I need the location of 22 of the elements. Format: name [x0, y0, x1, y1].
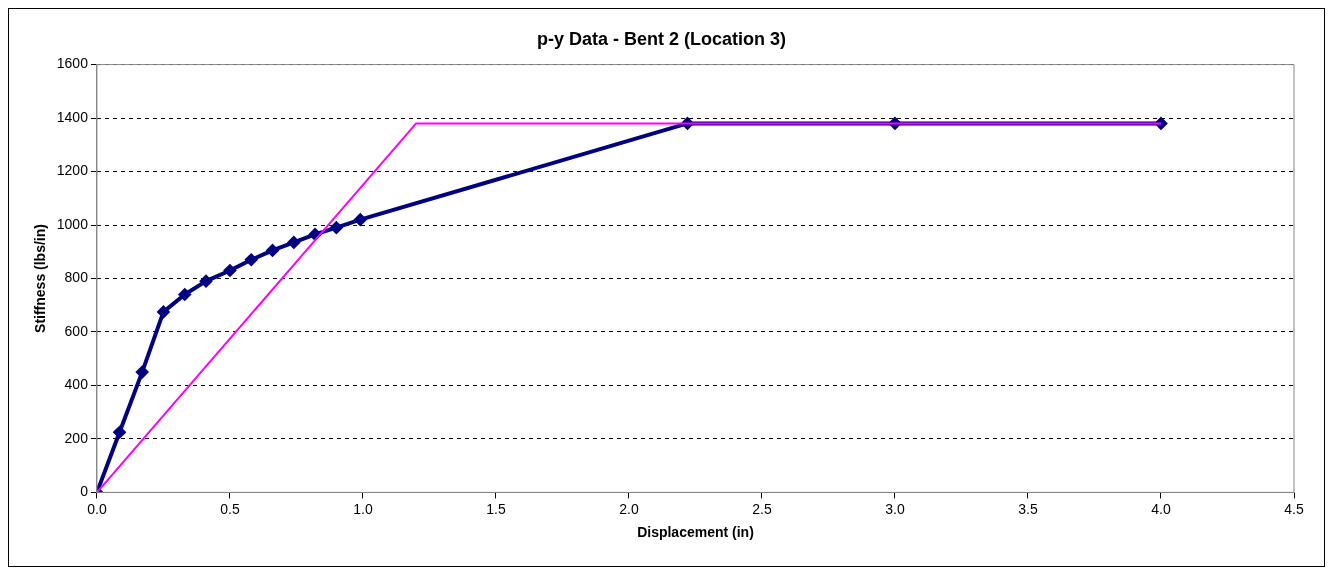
x-tick-label: 1.0: [353, 500, 373, 517]
y-tick-label: 800: [64, 269, 89, 286]
chart-title: p-y Data - Bent 2 (Location 3): [536, 28, 787, 49]
x-axis-title: Displacement (in): [637, 524, 754, 541]
y-tick-label: 600: [64, 322, 89, 339]
x-tick-label: 2.0: [619, 500, 639, 517]
y-tick-label: 0: [80, 483, 89, 500]
y-tick-label: 1400: [56, 108, 89, 125]
x-tick-label: 0.0: [87, 500, 107, 517]
x-tick-label: 3.0: [885, 500, 905, 517]
x-tick-label: 4.0: [1151, 500, 1171, 517]
y-axis-title: Stiffness (lbs/in): [32, 224, 49, 333]
y-tick-label: 1000: [56, 215, 89, 232]
x-tick-label: 2.5: [752, 500, 772, 517]
x-tick-label: 3.5: [1018, 500, 1038, 517]
y-tick-label: 1200: [56, 162, 89, 179]
x-tick-label: 0.5: [220, 500, 240, 517]
y-tick-label: 1600: [56, 55, 89, 72]
y-tick-label: 400: [64, 376, 89, 393]
y-tick-label: 200: [64, 429, 89, 446]
x-tick-label: 1.5: [486, 500, 506, 517]
x-tick-label: 4.5: [1284, 500, 1304, 517]
